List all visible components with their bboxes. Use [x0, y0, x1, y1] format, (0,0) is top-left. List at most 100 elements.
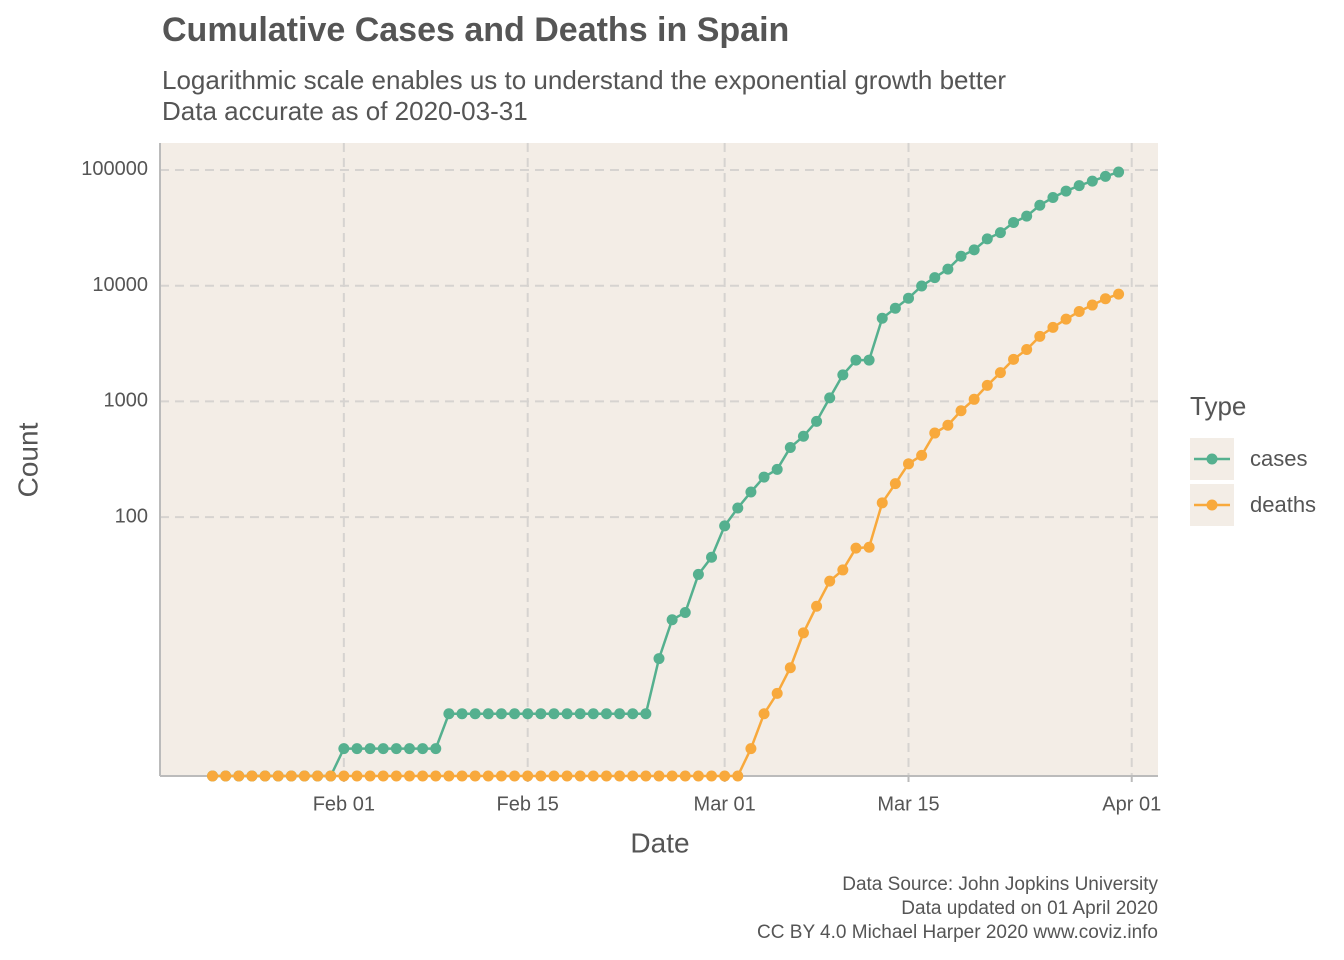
- data-point: [522, 708, 534, 720]
- data-point: [561, 708, 573, 720]
- legend-label: deaths: [1250, 492, 1316, 517]
- data-point: [417, 770, 429, 782]
- data-point: [797, 627, 809, 639]
- legend-label: cases: [1250, 446, 1307, 471]
- data-point: [1099, 293, 1111, 305]
- data-point: [837, 564, 849, 576]
- y-tick-label: 10000: [92, 274, 148, 296]
- data-point: [968, 244, 980, 256]
- caption: Data updated on 01 April 2020: [901, 898, 1158, 919]
- y-tick-label: 1000: [104, 390, 149, 412]
- data-point: [916, 280, 928, 292]
- data-point: [469, 708, 481, 720]
- data-point: [535, 708, 547, 720]
- data-point: [469, 770, 481, 782]
- data-point: [850, 354, 862, 366]
- data-point: [430, 743, 442, 755]
- x-tick-label: Apr 01: [1102, 793, 1161, 815]
- data-point: [495, 708, 507, 720]
- legend-marker: [1206, 453, 1218, 465]
- data-point: [561, 770, 573, 782]
- data-point: [482, 708, 494, 720]
- data-point: [837, 369, 849, 381]
- data-point: [364, 770, 376, 782]
- data-point: [1099, 170, 1111, 182]
- x-tick-label: Feb 15: [497, 793, 559, 815]
- data-point: [233, 770, 245, 782]
- data-point: [456, 708, 468, 720]
- data-point: [771, 463, 783, 475]
- y-tick-label: 100000: [81, 158, 148, 180]
- data-point: [600, 708, 612, 720]
- data-point: [443, 708, 455, 720]
- data-point: [312, 770, 324, 782]
- data-point: [522, 770, 534, 782]
- data-point: [548, 770, 560, 782]
- data-point: [784, 441, 796, 453]
- data-point: [364, 743, 376, 755]
- caption: CC BY 4.0 Michael Harper 2020 www.coviz.…: [757, 922, 1158, 943]
- data-point: [797, 430, 809, 442]
- data-point: [246, 770, 258, 782]
- data-point: [811, 415, 823, 427]
- data-point: [824, 392, 836, 404]
- data-point: [640, 708, 652, 720]
- data-point: [929, 427, 941, 439]
- data-point: [981, 379, 993, 391]
- data-point: [692, 568, 704, 580]
- data-point: [220, 770, 232, 782]
- data-point: [548, 708, 560, 720]
- data-point: [417, 743, 429, 755]
- data-point: [390, 770, 402, 782]
- data-point: [916, 449, 928, 461]
- data-point: [627, 770, 639, 782]
- data-point: [1008, 217, 1020, 229]
- chart-subtitle: Logarithmic scale enables us to understa…: [162, 65, 1006, 95]
- y-axis-title: Count: [12, 422, 43, 497]
- data-point: [1113, 288, 1125, 300]
- data-point: [942, 419, 954, 431]
- data-point: [1060, 313, 1072, 325]
- data-point: [614, 770, 626, 782]
- data-point: [443, 770, 455, 782]
- data-point: [509, 708, 521, 720]
- data-point: [1086, 175, 1098, 187]
- plot-background: [160, 143, 1158, 776]
- data-point: [955, 405, 967, 417]
- data-point: [653, 770, 665, 782]
- data-point: [338, 743, 350, 755]
- data-point: [298, 770, 310, 782]
- data-point: [719, 520, 731, 532]
- data-point: [600, 770, 612, 782]
- data-point: [627, 708, 639, 720]
- x-tick-label: Feb 01: [313, 793, 375, 815]
- data-point: [994, 227, 1006, 239]
- x-tick-label: Mar 15: [877, 793, 939, 815]
- data-point: [784, 662, 796, 674]
- data-point: [1034, 199, 1046, 211]
- data-point: [824, 575, 836, 587]
- data-point: [456, 770, 468, 782]
- legend-marker: [1206, 499, 1218, 511]
- chart-title: Cumulative Cases and Deaths in Spain: [162, 11, 789, 49]
- data-point: [942, 263, 954, 275]
- data-point: [666, 614, 678, 626]
- data-point: [719, 770, 731, 782]
- data-point: [390, 743, 402, 755]
- caption: Data Source: John Jopkins University: [842, 874, 1158, 895]
- data-point: [430, 770, 442, 782]
- data-point: [903, 292, 914, 304]
- data-point: [758, 708, 770, 720]
- data-point: [758, 471, 770, 483]
- data-point: [653, 653, 665, 665]
- data-point: [404, 770, 415, 782]
- data-point: [574, 770, 586, 782]
- chart-subtitle: Data accurate as of 2020-03-31: [162, 96, 528, 126]
- data-point: [706, 551, 718, 563]
- data-point: [325, 770, 337, 782]
- data-point: [745, 743, 757, 755]
- data-point: [640, 770, 652, 782]
- data-point: [981, 233, 993, 245]
- data-point: [285, 770, 297, 782]
